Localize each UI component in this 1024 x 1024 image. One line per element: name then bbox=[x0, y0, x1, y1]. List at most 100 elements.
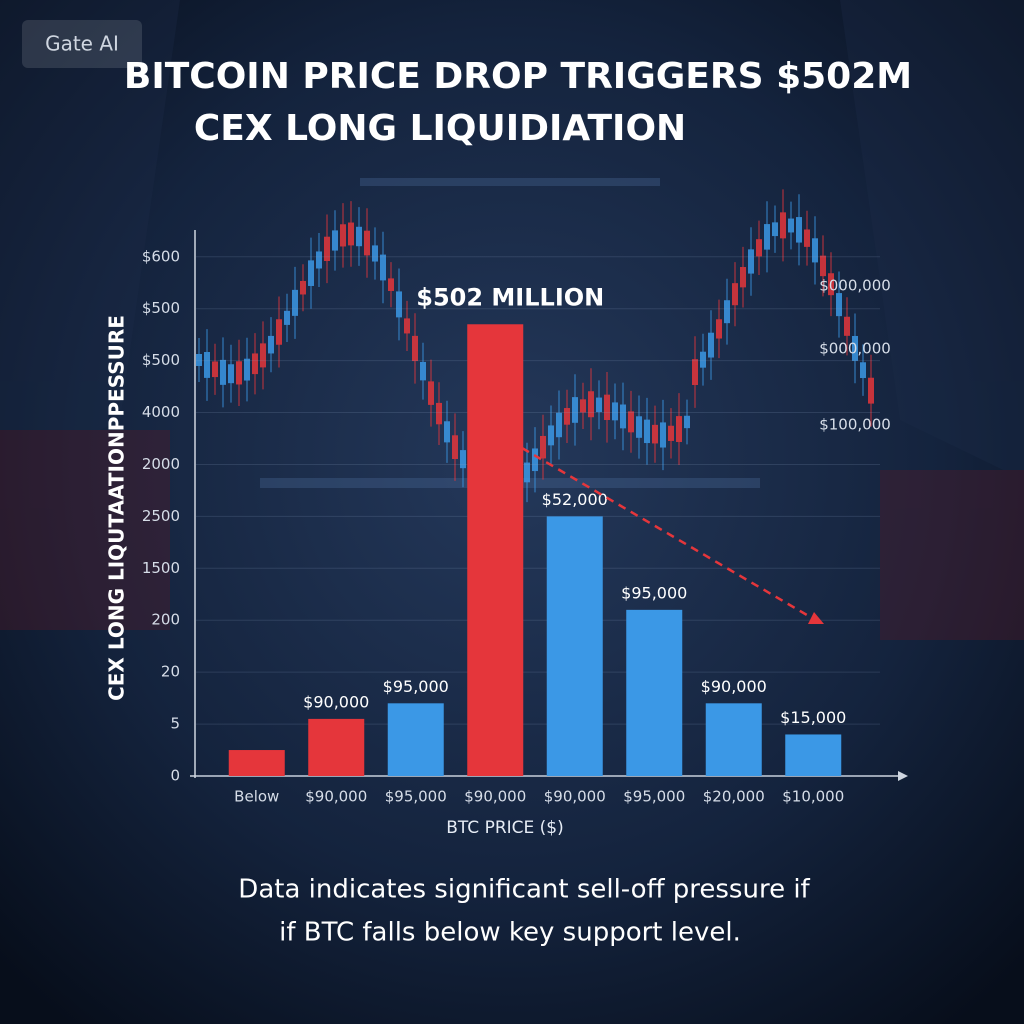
candle-body bbox=[204, 352, 210, 378]
candle-body bbox=[436, 402, 442, 425]
y-tick-label: 20 bbox=[161, 663, 180, 681]
candle-body bbox=[412, 335, 418, 362]
bar bbox=[308, 718, 365, 776]
candle-body bbox=[588, 391, 594, 418]
candle-body bbox=[580, 399, 586, 413]
candle-body bbox=[748, 249, 754, 274]
candle-body bbox=[460, 450, 466, 469]
background-decor bbox=[0, 0, 1024, 640]
bar bbox=[546, 516, 603, 776]
x-tick-label: $20,000 bbox=[703, 788, 765, 806]
candle-body bbox=[260, 343, 266, 368]
candle-body bbox=[252, 353, 258, 375]
x-axis-arrow bbox=[898, 771, 908, 781]
y-tick-label: $500 bbox=[142, 299, 180, 317]
bar-label: $90,000 bbox=[701, 677, 767, 696]
x-tick-label: $95,000 bbox=[385, 788, 447, 806]
candle-body bbox=[196, 354, 202, 366]
candle-body bbox=[308, 260, 314, 286]
candle-body bbox=[372, 245, 378, 262]
candle-body bbox=[724, 300, 730, 324]
candle-body bbox=[356, 226, 362, 247]
y-tick-label: 4000 bbox=[142, 403, 180, 421]
candle-body bbox=[636, 416, 642, 438]
candle-body bbox=[524, 462, 530, 483]
y-tick-label: 200 bbox=[151, 611, 180, 629]
x-tick-label: $90,000 bbox=[464, 788, 526, 806]
y-tick-label: 2000 bbox=[142, 455, 180, 473]
candle-body bbox=[828, 273, 834, 296]
bar-label: $502 MILLION bbox=[416, 283, 604, 311]
candle-body bbox=[628, 411, 634, 433]
candle-body bbox=[716, 319, 722, 339]
candle-body bbox=[340, 224, 346, 247]
candle-body bbox=[292, 289, 298, 316]
candle-body bbox=[268, 335, 274, 354]
x-tick-label: $95,000 bbox=[623, 788, 685, 806]
candle-body bbox=[300, 280, 306, 295]
candle-body bbox=[772, 222, 778, 237]
candle-body bbox=[732, 283, 738, 306]
y-tick-label: 5 bbox=[170, 715, 180, 733]
bar bbox=[467, 324, 524, 776]
bar bbox=[387, 703, 444, 776]
candle-body bbox=[812, 238, 818, 263]
x-axis-label: BTC PRICE ($) bbox=[446, 818, 564, 838]
y-tick-label: $600 bbox=[142, 247, 180, 265]
title-line: BITCOIN PRICE DROP TRIGGERS $502M bbox=[124, 56, 912, 97]
candle-body bbox=[596, 397, 602, 413]
candle-body bbox=[404, 318, 410, 334]
y-axis-label: CEX LONG LIQUTAATIONPPESSURE bbox=[105, 315, 129, 701]
y-tick-label: 0 bbox=[170, 767, 180, 785]
candle-body bbox=[796, 217, 802, 243]
x-tick-label: $90,000 bbox=[305, 788, 367, 806]
candle-body bbox=[572, 397, 578, 423]
candle-body bbox=[668, 425, 674, 441]
candle-body bbox=[700, 351, 706, 368]
candle-body bbox=[348, 222, 354, 246]
candle-body bbox=[740, 267, 746, 288]
candle-body bbox=[284, 310, 290, 325]
x-tick-label: $90,000 bbox=[544, 788, 606, 806]
candle-body bbox=[604, 394, 610, 421]
bar-label: $15,000 bbox=[780, 708, 846, 727]
candle-body bbox=[652, 424, 658, 444]
candle-body bbox=[684, 415, 690, 429]
candle-body bbox=[428, 381, 434, 405]
candle-body bbox=[804, 229, 810, 247]
candle-body bbox=[756, 239, 762, 257]
candle-body bbox=[660, 422, 666, 448]
candle-body bbox=[620, 404, 626, 429]
candle-body bbox=[396, 291, 402, 318]
candle-body bbox=[780, 212, 786, 239]
candle-body bbox=[324, 236, 330, 262]
candle-body bbox=[220, 359, 226, 385]
bar-label: $52,000 bbox=[542, 490, 608, 509]
candle-body bbox=[364, 230, 370, 256]
trend-arrow bbox=[521, 446, 813, 620]
candle-body bbox=[836, 293, 842, 317]
candle-body bbox=[820, 255, 826, 277]
caption-line: if BTC falls below key support level. bbox=[279, 918, 741, 948]
y-tick-label: 2500 bbox=[142, 507, 180, 525]
caption-line: Data indicates significant sell-off pres… bbox=[238, 875, 810, 905]
x-tick-label: Below bbox=[234, 788, 279, 806]
trend-arrowhead bbox=[808, 612, 824, 624]
candle-body bbox=[548, 425, 554, 446]
right-label: $100,000 bbox=[819, 416, 891, 434]
badge-text: Gate AI bbox=[45, 32, 119, 56]
candle-body bbox=[844, 316, 850, 336]
candle-body bbox=[852, 335, 858, 361]
bar-label: $90,000 bbox=[303, 692, 369, 711]
candle-body bbox=[868, 377, 874, 404]
candle-body bbox=[708, 332, 714, 358]
bar bbox=[785, 734, 842, 776]
candle-body bbox=[644, 419, 650, 444]
candle-body bbox=[380, 254, 386, 281]
bar bbox=[626, 609, 683, 776]
candle-body bbox=[332, 230, 338, 251]
badge bbox=[22, 20, 142, 68]
candle-body bbox=[556, 412, 562, 438]
candle-body bbox=[764, 224, 770, 250]
bar-label: $95,000 bbox=[621, 583, 687, 602]
